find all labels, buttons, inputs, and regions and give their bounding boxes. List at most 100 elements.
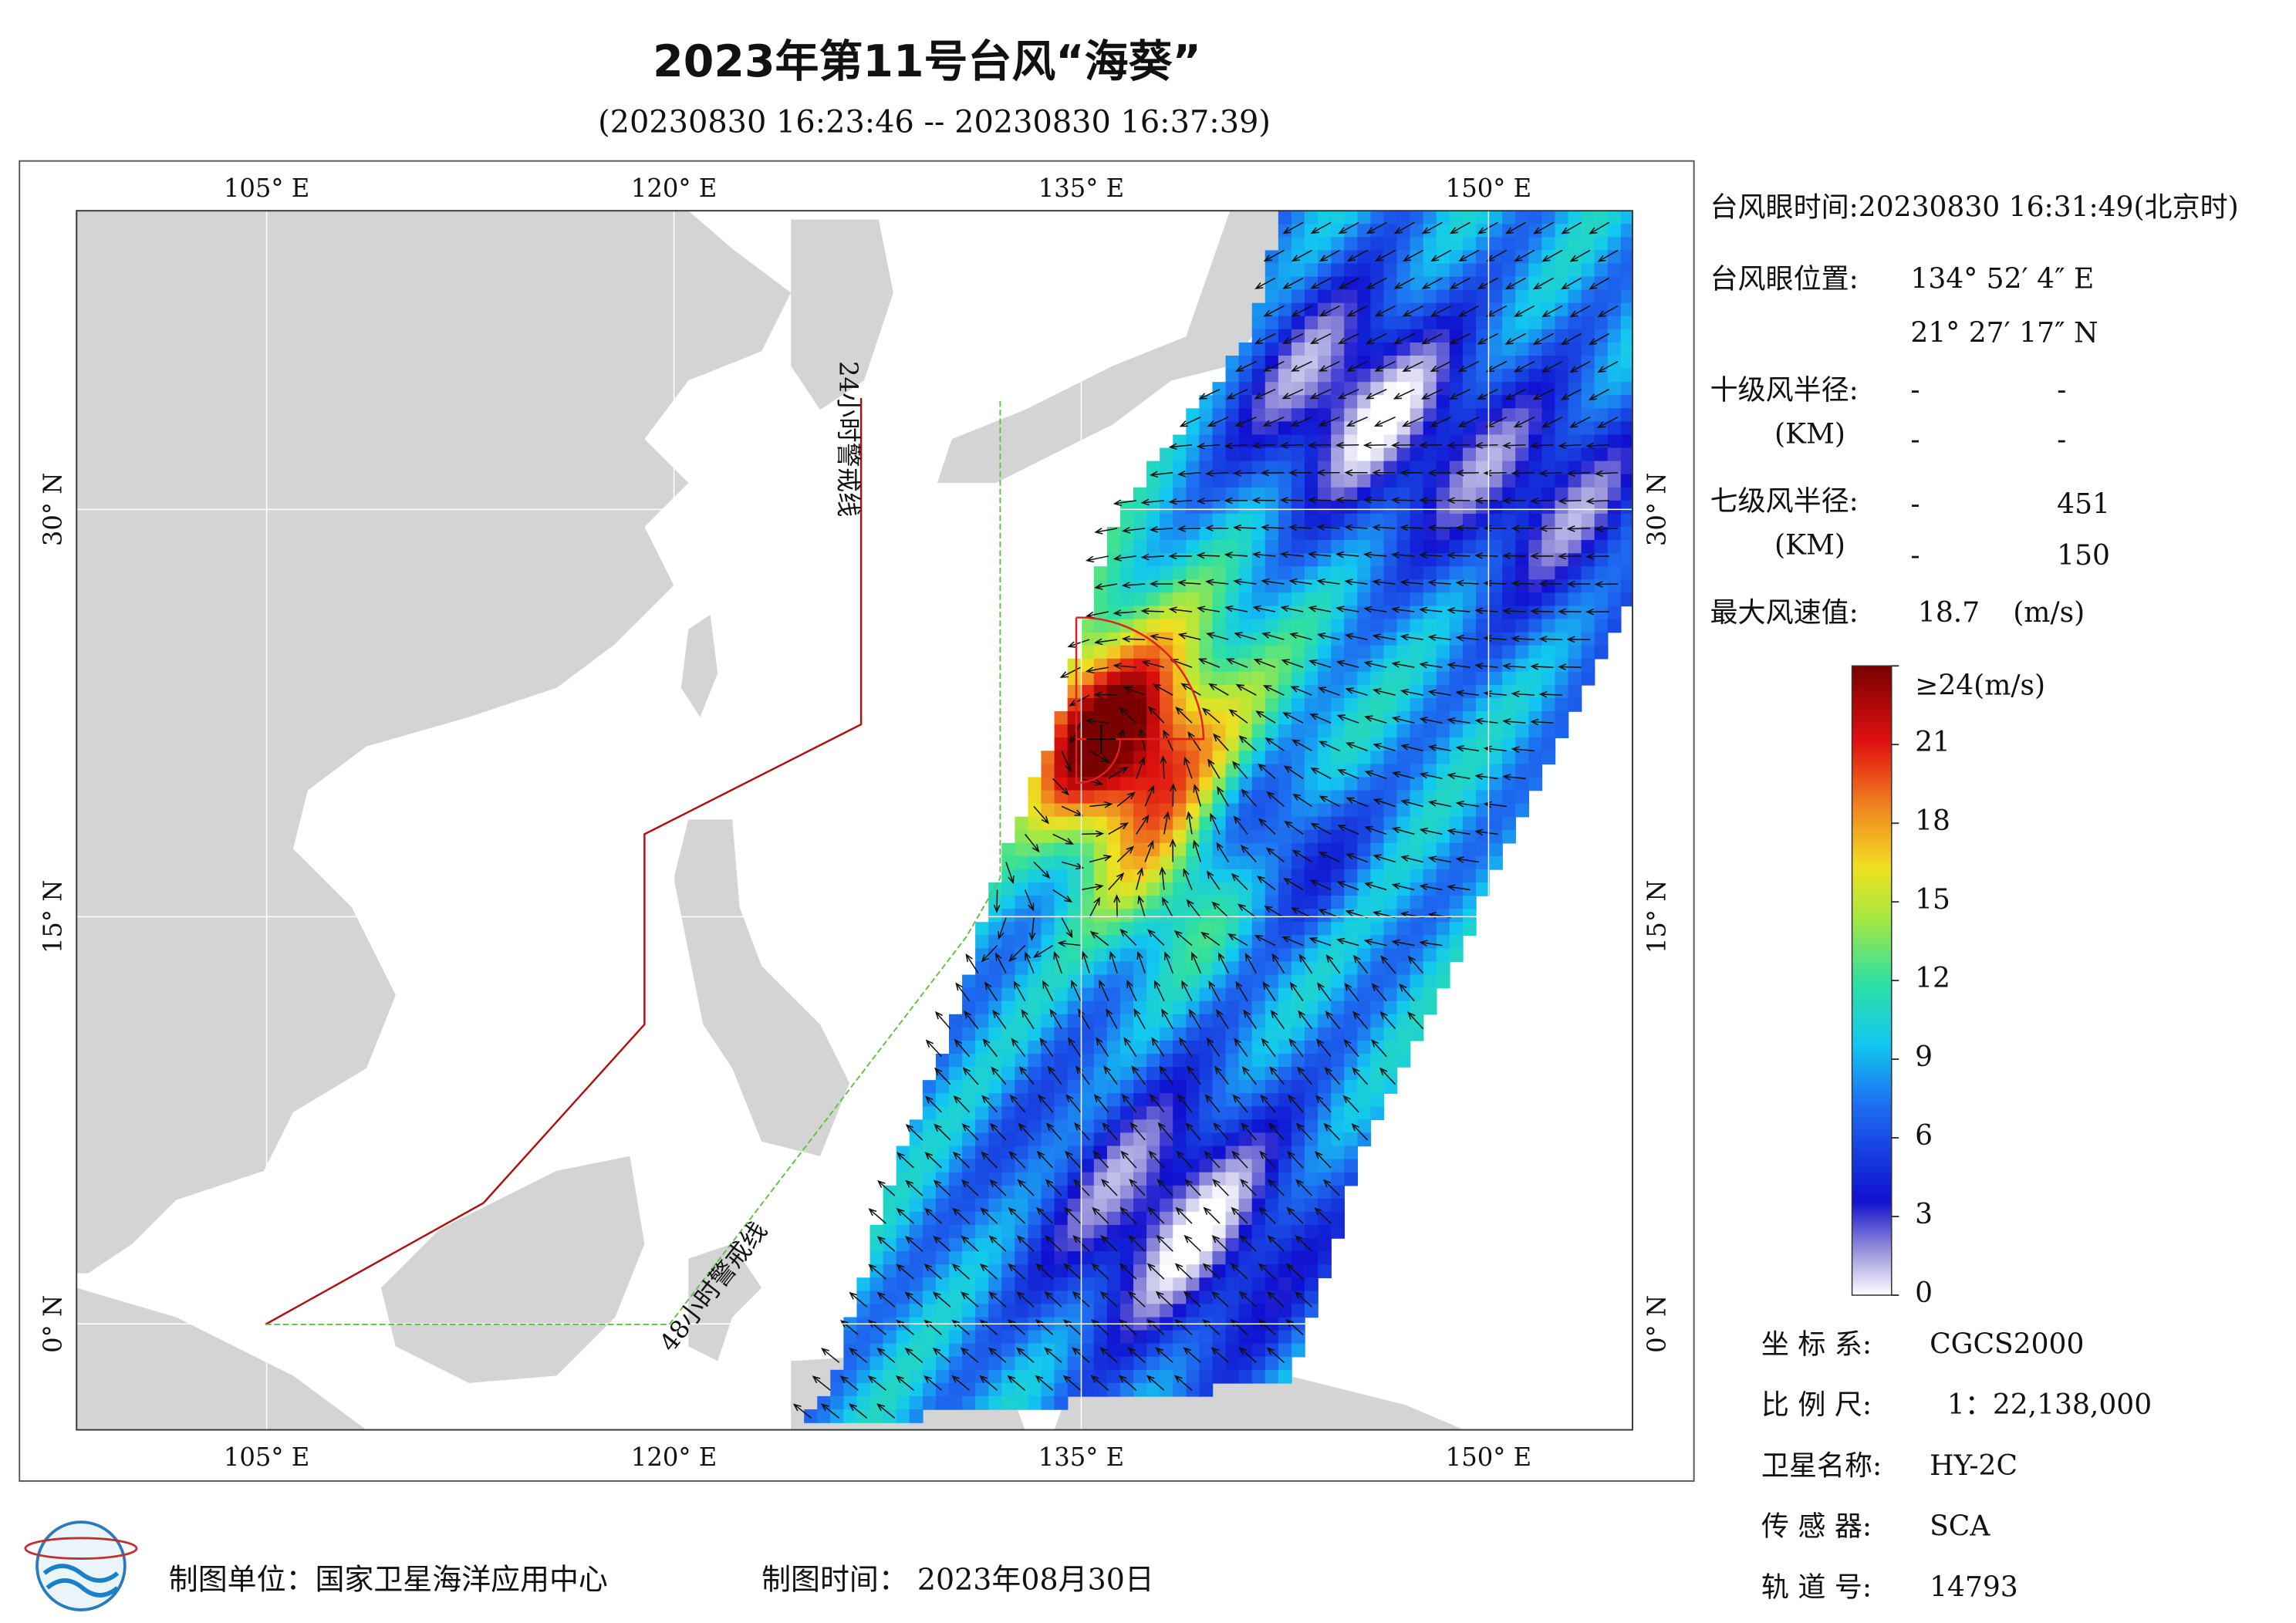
wind-cell — [1238, 619, 1253, 633]
wind-cell — [1305, 935, 1319, 950]
wind-arrow — [1244, 953, 1258, 974]
wind-cell — [962, 1343, 976, 1358]
wind-cell — [909, 1369, 923, 1384]
wind-cell — [1331, 619, 1345, 633]
wind-cell — [1396, 329, 1411, 343]
wind-cell — [1489, 658, 1503, 673]
wind-cell — [1541, 671, 1556, 686]
wind-cell — [1146, 882, 1160, 896]
wind-arrow — [1252, 605, 1276, 612]
wind-cell — [1449, 909, 1464, 923]
wind-arrow — [1206, 632, 1229, 640]
wind-cell — [1528, 237, 1543, 251]
wind-arrow — [1224, 442, 1248, 450]
wind-cell — [1251, 447, 1266, 462]
wind-cell — [883, 1291, 897, 1305]
wind-cell — [1173, 1369, 1187, 1384]
wind-cell — [1225, 632, 1240, 646]
wind-cell — [1173, 948, 1187, 963]
wind-cell — [1225, 1053, 1240, 1068]
colorbar-tick-label: 0 — [1915, 1277, 1933, 1309]
wind-cell — [1318, 513, 1332, 528]
wind-cell — [1225, 1080, 1240, 1094]
wind-cell — [1133, 1067, 1147, 1081]
wind-arrow — [1162, 896, 1173, 918]
wind-cell — [1251, 671, 1266, 686]
wind-cell — [1106, 1040, 1121, 1054]
wind-cell — [1383, 447, 1398, 462]
wind-cell — [1357, 922, 1372, 936]
wind-cell — [1331, 645, 1345, 660]
wind-cell — [1106, 579, 1121, 594]
wind-arrow — [1049, 1008, 1062, 1030]
wind-cell — [922, 1224, 937, 1239]
wind-cell — [1186, 790, 1200, 805]
wind-cell — [1449, 224, 1464, 238]
wind-cell — [1396, 1053, 1411, 1068]
wind-arrow — [1569, 305, 1591, 318]
wind-cell — [1028, 1000, 1042, 1015]
wind-cell — [1331, 566, 1345, 581]
wind-cell — [1318, 764, 1332, 778]
wind-cell — [948, 1119, 963, 1134]
wind-cell — [1423, 922, 1437, 936]
wind-cell — [1054, 922, 1069, 936]
wind-cell — [962, 1369, 976, 1384]
wind-arrow — [1208, 683, 1229, 696]
wind-cell — [1370, 855, 1385, 870]
wind-cell — [1607, 592, 1622, 607]
wind-cell — [962, 1356, 976, 1371]
wind-cell — [1331, 1106, 1345, 1121]
wind-arrow — [904, 1291, 923, 1308]
wind-cell — [1436, 777, 1450, 791]
wind-cell — [962, 1304, 976, 1318]
wind-cell — [1436, 526, 1450, 541]
wind-cell — [1568, 250, 1582, 265]
wind-cell — [1449, 329, 1464, 343]
wind-cell — [1436, 263, 1450, 278]
wind-cell — [1015, 1277, 1029, 1292]
wind-arrow — [1232, 469, 1257, 477]
wind-cell — [1410, 896, 1424, 909]
wind-cell — [1462, 803, 1477, 818]
wind-cell — [1607, 487, 1622, 501]
wind-cell — [1251, 1040, 1266, 1054]
wind-cell — [1436, 645, 1450, 660]
wind-arrow — [1447, 662, 1470, 670]
wind-cell — [1186, 987, 1200, 1002]
wind-cell — [1278, 1053, 1292, 1068]
wind-cell — [1001, 1119, 1016, 1134]
wind-cell — [1581, 408, 1595, 423]
wind-cell — [1186, 1356, 1200, 1371]
wind-cell — [1067, 1119, 1082, 1134]
wind-cell — [1581, 526, 1595, 541]
wind-cell — [1436, 684, 1450, 699]
wind-cell — [1278, 1211, 1292, 1226]
wind-cell — [1436, 579, 1450, 594]
wind-arrow — [1400, 469, 1423, 477]
wind-cell — [1568, 671, 1582, 686]
wind-arrow — [1052, 778, 1069, 796]
wind-arrow — [1474, 497, 1498, 504]
wind-cell — [1370, 935, 1385, 950]
wind-arrow — [1421, 221, 1443, 235]
wind-arrow — [1059, 666, 1082, 678]
wind-cell — [988, 1264, 1003, 1279]
wind-cell — [1067, 842, 1082, 857]
wind-cell — [1133, 1238, 1147, 1252]
wind-cell — [1054, 1304, 1069, 1318]
wind-cell — [1186, 1224, 1200, 1239]
wind-arrow — [1210, 1347, 1229, 1363]
wind-cell — [1410, 1027, 1424, 1041]
wind-cell — [1515, 329, 1530, 343]
wind-cell — [1489, 764, 1503, 778]
wind-arrow — [1363, 660, 1387, 668]
wind-arrow — [1053, 950, 1062, 973]
wind-cell — [1238, 461, 1253, 475]
wind-cell — [1093, 882, 1108, 896]
wind-cell — [1607, 369, 1622, 383]
wind-cell — [1160, 855, 1174, 870]
wind-cell — [1278, 302, 1292, 317]
wind-cell — [1396, 606, 1411, 620]
wind-cell — [1106, 1053, 1121, 1068]
